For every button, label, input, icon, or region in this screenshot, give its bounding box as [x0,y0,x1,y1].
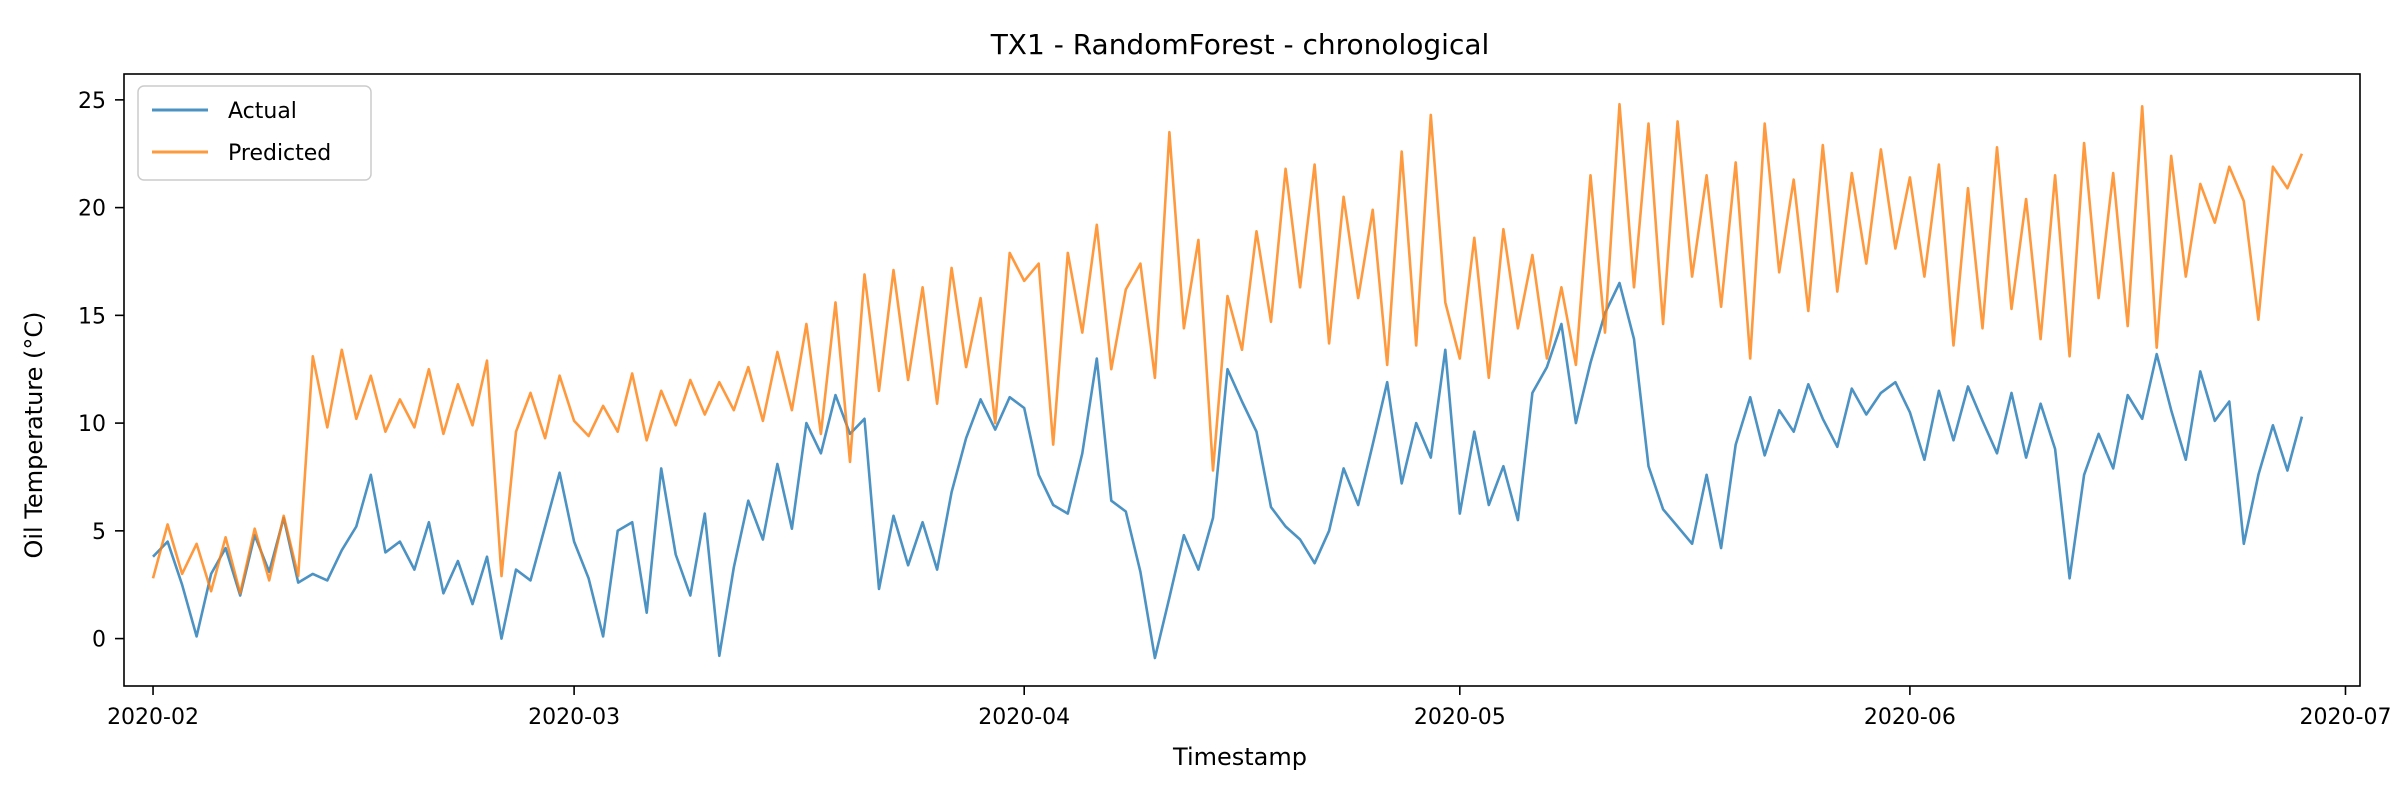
x-tick-label: 2020-03 [528,705,620,730]
y-tick-label: 10 [78,412,106,437]
x-tick-label: 2020-05 [1414,705,1506,730]
legend-label-predicted: Predicted [228,141,331,166]
x-axis-label: Timestamp [1172,743,1307,771]
x-tick-label: 2020-04 [978,705,1070,730]
legend: Actual Predicted [137,85,372,181]
series-line-predicted [151,102,2304,595]
series-layer [151,102,2304,660]
y-tick-label: 25 [78,89,106,114]
legend-label-actual: Actual [228,99,297,124]
y-tick-label: 15 [78,304,106,329]
y-axis-label: Oil Temperature (°C) [20,312,48,559]
plot-frame [123,73,2361,687]
x-tick-label: 2020-07 [2300,705,2392,730]
series-line-actual [152,281,2304,660]
x-tick-label: 2020-02 [107,705,199,730]
y-tick-label: 5 [92,520,106,545]
axes-layer: 2020-02 2020-03 2020-04 2020-05 2020-06 2020-… [78,73,2392,730]
y-tick-label: 0 [92,628,106,653]
chart-title: TX1 - RandomForest - chronological [990,28,1490,61]
x-tick-label: 2020-06 [1864,705,1956,730]
y-tick-label: 20 [78,197,106,222]
